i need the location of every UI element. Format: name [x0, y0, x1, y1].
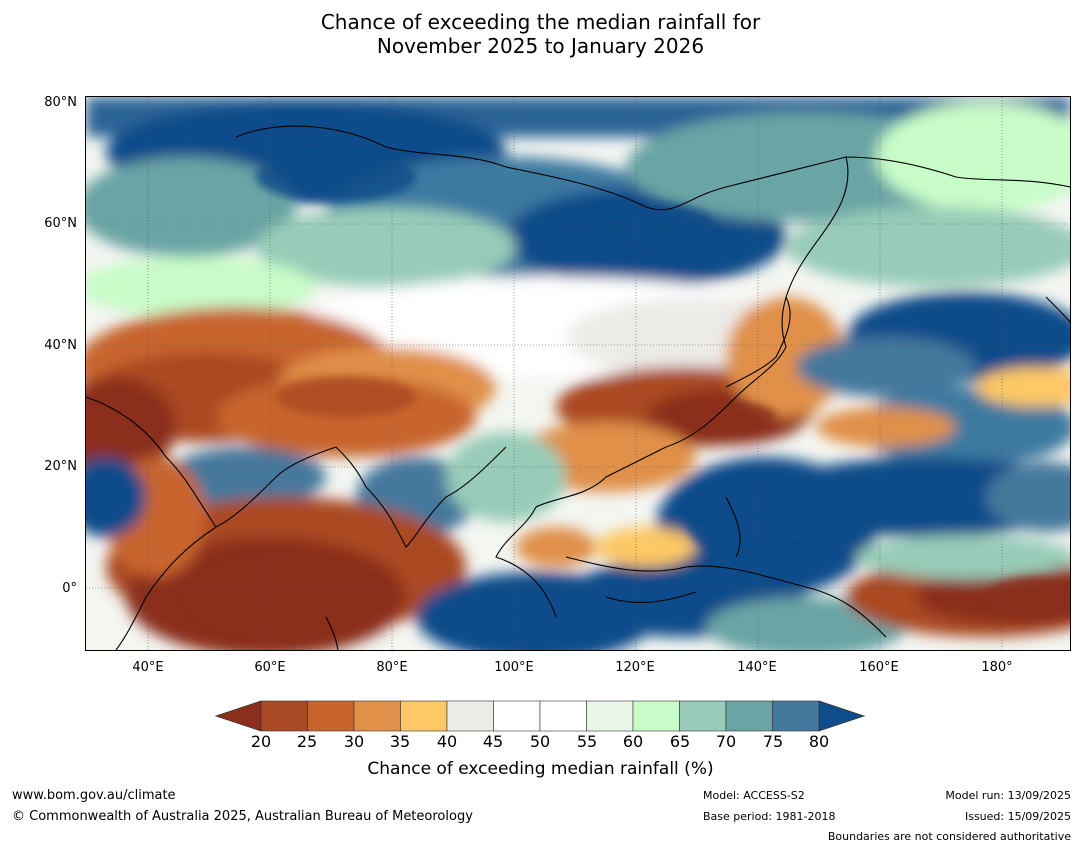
lon-label-60e: 60°E	[254, 660, 286, 675]
colorbar-tick-40: 40	[436, 732, 458, 751]
lat-label-20n: 20°N	[44, 459, 77, 474]
colorbar-cell	[493, 700, 541, 732]
colorbar-tick-45: 45	[482, 732, 504, 751]
colorbar-cell	[307, 700, 355, 732]
colorbar-tick-60: 60	[622, 732, 644, 751]
lon-label-40e: 40°E	[132, 660, 164, 675]
colorbar-tick-80: 80	[808, 732, 830, 751]
lon-label-80e: 80°E	[376, 660, 408, 675]
colorbar-label: Chance of exceeding median rainfall (%)	[367, 759, 714, 779]
colorbar-cell	[586, 700, 634, 732]
lat-label-0: 0°	[62, 581, 77, 596]
colorbar-tick-75: 75	[762, 732, 784, 751]
colorbar-cell	[539, 700, 587, 732]
footer-model: Model: ACCESS-S2	[703, 789, 805, 802]
footer-website: www.bom.gov.au/climate	[12, 788, 176, 803]
colorbar-extend-low	[215, 700, 262, 732]
footer-issued: Issued: 15/09/2025	[964, 810, 1071, 823]
colorbar-tick-20: 20	[250, 732, 272, 751]
colorbar-tick-70: 70	[715, 732, 737, 751]
colorbar-cell	[632, 700, 680, 732]
colorbar-tick-50: 50	[529, 732, 551, 751]
map-canvas	[86, 97, 1070, 650]
footer-copyright: © Commonwealth of Australia 2025, Austra…	[12, 809, 473, 824]
colorbar-cell	[260, 700, 308, 732]
lon-label-180: 180°	[981, 660, 1013, 675]
rainfall-detail	[186, 152, 1070, 637]
colorbar-cell	[446, 700, 494, 732]
colorbar-tick-30: 30	[343, 732, 365, 751]
colorbar-cell	[772, 700, 820, 732]
footer-disclaimer: Boundaries are not considered authoritat…	[827, 830, 1071, 843]
lon-label-160e: 160°E	[859, 660, 899, 675]
rainfall-probability-map	[85, 96, 1071, 651]
lon-label-100e: 100°E	[494, 660, 534, 675]
chart-title-line1: Chance of exceeding the median rainfall …	[320, 10, 761, 34]
lon-label-120e: 120°E	[615, 660, 655, 675]
colorbar-extend-high	[818, 700, 866, 732]
chart-title-line2: November 2025 to January 2026	[376, 34, 705, 58]
colorbar-tick-35: 35	[389, 732, 411, 751]
footer-base-period: Base period: 1981-2018	[703, 810, 836, 823]
lat-label-60n: 60°N	[44, 216, 77, 231]
coastlines	[86, 125, 1070, 650]
graticule	[86, 97, 1070, 650]
lat-label-80n: 80°N	[44, 95, 77, 110]
colorbar-cell	[725, 700, 773, 732]
colorbar-cell	[400, 700, 448, 732]
colorbar-tick-25: 25	[296, 732, 318, 751]
footer-model-run: Model run: 13/09/2025	[945, 789, 1071, 802]
colorbar-cell	[353, 700, 401, 732]
colorbar-tick-55: 55	[576, 732, 598, 751]
colorbar	[215, 700, 866, 732]
colorbar-tick-65: 65	[669, 732, 691, 751]
colorbar-cell	[679, 700, 727, 732]
lon-label-140e: 140°E	[737, 660, 777, 675]
lat-label-40n: 40°N	[44, 338, 77, 353]
